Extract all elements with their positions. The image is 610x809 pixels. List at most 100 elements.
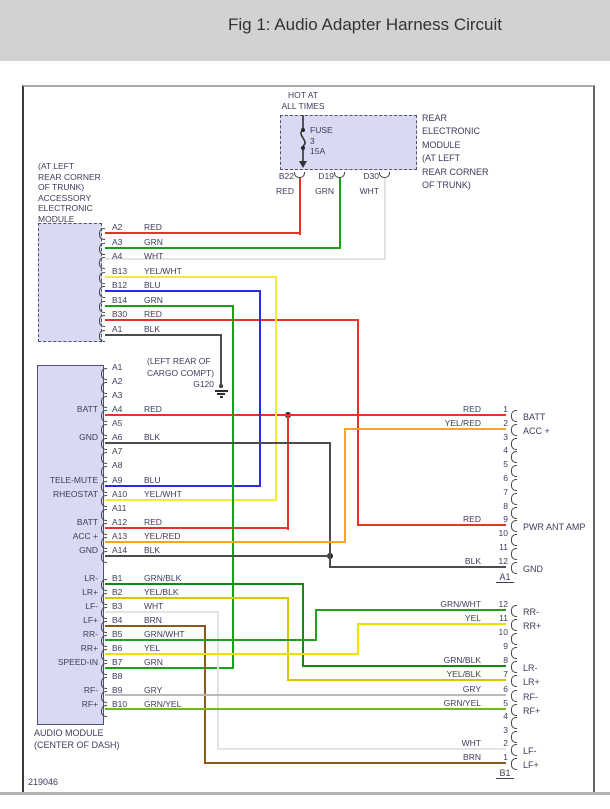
conn-a-pin-arc	[511, 520, 517, 532]
conn-a-pin-arc	[511, 548, 517, 560]
audio-a-pin-color: BLK	[144, 432, 161, 442]
hot-at-line1: HOT AT	[288, 90, 318, 100]
audio-a-pin-arc	[101, 523, 107, 535]
conn-b-pin-arc	[511, 661, 517, 673]
diagram-border	[22, 85, 595, 794]
conn-b-pin-number: 2	[503, 738, 508, 748]
audio-b-pin-color: GRN/YEL	[144, 699, 182, 709]
conn-b-pin-color: GRY	[462, 684, 481, 694]
figure-title: Fig 1: Audio Adapter Harness Circuit	[227, 15, 503, 34]
accessory-pin-id: B13	[112, 266, 128, 276]
audio-a-pin-label: TELE-MUTE	[49, 475, 98, 485]
conn-b-pin-color: YEL	[464, 613, 481, 623]
conn-a-pin-number: 12	[498, 556, 508, 566]
wire-b14-grn-h	[104, 304, 235, 308]
hot-at-line2: ALL TIMES	[281, 100, 325, 111]
conn-b-pin-color: GRN/BLK	[443, 655, 481, 665]
conn-a-pin-arc	[511, 438, 517, 450]
page-bottom-rule	[0, 792, 610, 795]
conn-b-pin-number: 10	[498, 627, 508, 637]
accessory-module-label-2: REAR CORNER	[38, 172, 101, 182]
accessory-pin-arc	[99, 272, 105, 284]
accessory-module-label-3: OF TRUNK)	[38, 182, 85, 192]
wire-a3-grn-h	[104, 246, 342, 250]
conn-b-pin-number: 1	[503, 752, 508, 762]
wire-fuse-b22-red-v	[298, 177, 302, 236]
rear-module-label-6: OF TRUNK)	[422, 180, 471, 190]
accessory-pin-color: YEL/WHT	[144, 266, 182, 276]
conn-a-pin-label: BATT	[523, 412, 546, 422]
accessory-pin-color: BLK	[144, 324, 161, 334]
wire-a4-wht-h	[104, 257, 387, 261]
audio-a-pin-arc	[101, 551, 107, 563]
audio-a-pin-color: RED	[144, 517, 162, 527]
conn-b-pin-label: LF-	[523, 746, 537, 756]
accessory-module-label-6: MODULE	[38, 214, 75, 224]
accessory-pin-color: GRN	[144, 295, 163, 305]
accessory-pin-arc	[99, 301, 105, 313]
audio-b-pin-id: B8	[112, 671, 123, 681]
wire-a6-blk-h	[104, 441, 332, 445]
fuse-number: 3	[310, 136, 315, 146]
conn-b-pin-number: 12	[498, 599, 508, 609]
ground-location-line2: CARGO COMPT)	[147, 368, 215, 378]
wire-a10-yelwht-h	[104, 498, 278, 502]
audio-a-pin-label: BATT	[76, 404, 98, 414]
wire-rr-pos-yel-h	[356, 622, 507, 626]
audio-a-pin-id: A14	[112, 545, 128, 555]
conn-b-pin-label: RR+	[523, 621, 542, 631]
wire-b3-wht-h	[104, 610, 220, 614]
ground-id: G120	[193, 379, 214, 389]
wire-rr-neg-grnwht-h	[314, 608, 507, 612]
connector-a-id: A1	[496, 572, 514, 583]
ground-bar-3	[219, 396, 223, 398]
audio-a-pin-arc	[101, 438, 107, 450]
audio-a-pin-id: A11	[112, 503, 127, 513]
audio-b-pin-label: RR-	[82, 629, 98, 639]
audio-b-pin-id: B1	[112, 573, 123, 583]
audio-b-pin-id: B2	[112, 587, 123, 597]
audio-b-pin-arc	[101, 677, 107, 689]
ground-location-line1: (LEFT REAR OF	[147, 356, 211, 366]
fuse-symbol	[299, 115, 307, 168]
conn-b-pin-number: 4	[503, 711, 508, 721]
audio-b-pin-arc	[101, 663, 107, 675]
audio-a-pin-color: BLU	[144, 475, 161, 485]
conn-a-pin-label: GND	[523, 564, 543, 574]
audio-b-pin-label: LF-	[85, 601, 98, 611]
wire-grnblk-v	[301, 582, 305, 668]
wire-a1-blk-v	[219, 333, 223, 388]
audio-a-pin-arc	[101, 452, 107, 464]
accessory-pin-arc	[99, 330, 105, 342]
audio-a-pin-label: GND	[79, 545, 98, 555]
accessory-pin-arc	[99, 315, 105, 327]
conn-a-pin-arc	[511, 479, 517, 491]
wire-pwr-ant-red-h	[356, 523, 507, 527]
audio-b-pin-label: LR-	[84, 573, 98, 583]
wire-lr-pos-yelblk-h	[286, 678, 507, 682]
accessory-pin-color: RED	[144, 309, 162, 319]
conn-b-pin-number: 11	[499, 613, 508, 623]
hot-at-label: HOT AT ALL TIMES	[266, 90, 340, 111]
conn-a-pin-number: 6	[503, 473, 508, 483]
audio-a-pin-id: A8	[112, 460, 123, 470]
power-pin-id: D30	[363, 171, 379, 181]
wire-b5-grnwht-h	[104, 638, 318, 642]
audio-a-pin-color: YEL/WHT	[144, 489, 182, 499]
wire-yel-v	[356, 622, 360, 656]
accessory-pin-id: B14	[112, 295, 128, 305]
accessory-pin-id: B12	[112, 280, 128, 290]
conn-a-pin-number: 7	[503, 487, 508, 497]
conn-b-pin-label: RF+	[523, 706, 541, 716]
audio-a-pin-color: BLK	[144, 545, 161, 555]
conn-a-pin-color: BLK	[464, 556, 481, 566]
audio-a-pin-arc	[101, 410, 107, 422]
rear-module-label-3: MODULE	[422, 140, 461, 150]
accessory-module-label-1: (AT LEFT	[38, 161, 75, 171]
audio-a-pin-arc	[101, 382, 107, 394]
audio-b-pin-color: GRN/WHT	[144, 629, 185, 639]
accessory-pin-color: WHT	[144, 251, 164, 261]
conn-a-pin-number: 10	[498, 528, 508, 538]
audio-b-pin-label: RR+	[80, 643, 98, 653]
